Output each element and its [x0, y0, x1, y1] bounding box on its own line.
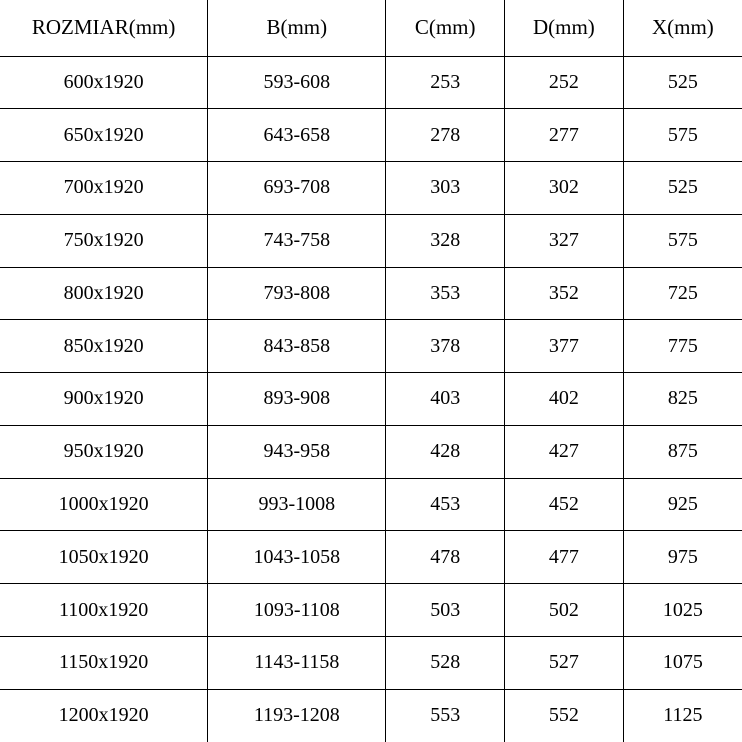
dimensions-table: ROZMIAR(mm) B(mm) C(mm) D(mm) X(mm) 600x… — [0, 0, 742, 742]
table-cell: 477 — [505, 531, 624, 584]
table-cell: 925 — [623, 478, 742, 531]
table-cell: 525 — [623, 162, 742, 215]
table-cell: 402 — [505, 373, 624, 426]
table-cell: 693-708 — [208, 162, 386, 215]
table-cell: 893-908 — [208, 373, 386, 426]
table-cell: 825 — [623, 373, 742, 426]
table-cell: 453 — [386, 478, 505, 531]
table-cell: 353 — [386, 267, 505, 320]
table-cell: 352 — [505, 267, 624, 320]
table-row: 900x1920893-908403402825 — [0, 373, 742, 426]
table-cell: 503 — [386, 584, 505, 637]
table-cell: 875 — [623, 425, 742, 478]
table-cell: 643-658 — [208, 109, 386, 162]
table-cell: 252 — [505, 56, 624, 109]
table-row: 1000x1920993-1008453452925 — [0, 478, 742, 531]
table-cell: 278 — [386, 109, 505, 162]
table-row: 950x1920943-958428427875 — [0, 425, 742, 478]
table-cell: 1000x1920 — [0, 478, 208, 531]
table-row: 650x1920643-658278277575 — [0, 109, 742, 162]
table-cell: 527 — [505, 636, 624, 689]
table-cell: 950x1920 — [0, 425, 208, 478]
table-cell: 993-1008 — [208, 478, 386, 531]
table-cell: 528 — [386, 636, 505, 689]
table-cell: 1125 — [623, 689, 742, 742]
col-header-x: X(mm) — [623, 0, 742, 56]
table-cell: 1043-1058 — [208, 531, 386, 584]
table-row: 750x1920743-758328327575 — [0, 214, 742, 267]
table-cell: 327 — [505, 214, 624, 267]
table-cell: 302 — [505, 162, 624, 215]
table-cell: 553 — [386, 689, 505, 742]
table-cell: 277 — [505, 109, 624, 162]
table-cell: 750x1920 — [0, 214, 208, 267]
table-cell: 1200x1920 — [0, 689, 208, 742]
table-cell: 377 — [505, 320, 624, 373]
col-header-b: B(mm) — [208, 0, 386, 56]
table-body: 600x1920593-608253252525650x1920643-6582… — [0, 56, 742, 742]
table-cell: 725 — [623, 267, 742, 320]
table-cell: 1025 — [623, 584, 742, 637]
table-cell: 1193-1208 — [208, 689, 386, 742]
table-cell: 650x1920 — [0, 109, 208, 162]
table-cell: 975 — [623, 531, 742, 584]
col-header-rozmiar: ROZMIAR(mm) — [0, 0, 208, 56]
table-cell: 793-808 — [208, 267, 386, 320]
table-cell: 575 — [623, 214, 742, 267]
table-cell: 700x1920 — [0, 162, 208, 215]
table-row: 1200x19201193-12085535521125 — [0, 689, 742, 742]
table-cell: 502 — [505, 584, 624, 637]
table-cell: 1150x1920 — [0, 636, 208, 689]
table-cell: 775 — [623, 320, 742, 373]
table-cell: 478 — [386, 531, 505, 584]
table-row: 850x1920843-858378377775 — [0, 320, 742, 373]
table-cell: 303 — [386, 162, 505, 215]
table-cell: 850x1920 — [0, 320, 208, 373]
table-header-row: ROZMIAR(mm) B(mm) C(mm) D(mm) X(mm) — [0, 0, 742, 56]
table-cell: 1075 — [623, 636, 742, 689]
table-cell: 253 — [386, 56, 505, 109]
table-row: 1050x19201043-1058478477975 — [0, 531, 742, 584]
table-cell: 403 — [386, 373, 505, 426]
table-cell: 900x1920 — [0, 373, 208, 426]
table-cell: 378 — [386, 320, 505, 373]
table-cell: 1143-1158 — [208, 636, 386, 689]
table-cell: 525 — [623, 56, 742, 109]
table-cell: 743-758 — [208, 214, 386, 267]
table-cell: 600x1920 — [0, 56, 208, 109]
col-header-d: D(mm) — [505, 0, 624, 56]
table-row: 600x1920593-608253252525 — [0, 56, 742, 109]
table-cell: 843-858 — [208, 320, 386, 373]
table-cell: 552 — [505, 689, 624, 742]
table-row: 700x1920693-708303302525 — [0, 162, 742, 215]
table-cell: 1093-1108 — [208, 584, 386, 637]
table-cell: 452 — [505, 478, 624, 531]
col-header-c: C(mm) — [386, 0, 505, 56]
table-row: 1150x19201143-11585285271075 — [0, 636, 742, 689]
table-cell: 1050x1920 — [0, 531, 208, 584]
table-row: 800x1920793-808353352725 — [0, 267, 742, 320]
table-cell: 800x1920 — [0, 267, 208, 320]
table-cell: 943-958 — [208, 425, 386, 478]
table-cell: 575 — [623, 109, 742, 162]
table-cell: 593-608 — [208, 56, 386, 109]
table-cell: 328 — [386, 214, 505, 267]
table-cell: 428 — [386, 425, 505, 478]
table-cell: 1100x1920 — [0, 584, 208, 637]
table-cell: 427 — [505, 425, 624, 478]
table-row: 1100x19201093-11085035021025 — [0, 584, 742, 637]
